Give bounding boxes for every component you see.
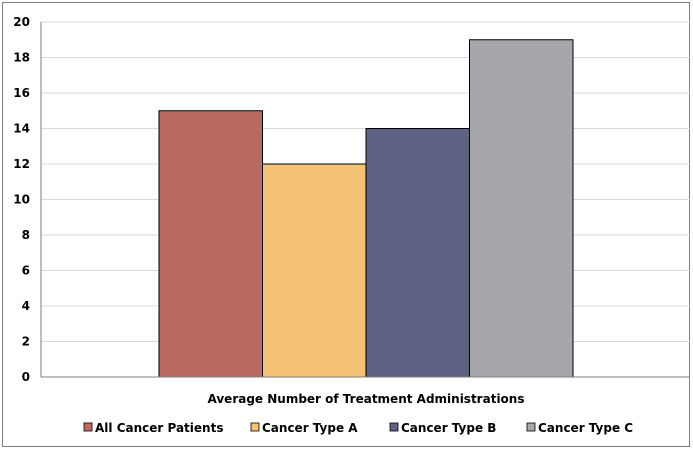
legend-item: All Cancer Patients <box>83 421 223 435</box>
y-tick-label: 4 <box>22 299 30 313</box>
legend-swatch <box>526 422 536 432</box>
y-tick-label: 16 <box>13 86 30 100</box>
legend-label: Cancer Type B <box>401 421 496 435</box>
axes <box>40 22 690 378</box>
legend-swatch <box>389 422 399 432</box>
bars <box>158 39 574 378</box>
y-tick-label: 20 <box>13 15 30 29</box>
y-tick-label: 10 <box>13 193 30 207</box>
y-tick-label: 2 <box>22 335 30 349</box>
bar-cancer-type-c <box>469 39 574 378</box>
bar-cancer-type-a <box>262 163 367 378</box>
legend-item: Cancer Type B <box>389 421 496 435</box>
y-tick-label: 6 <box>22 264 30 278</box>
y-tick-label: 14 <box>13 122 30 136</box>
y-tick-labels: 0 2 4 6 8 10 12 14 16 18 20 <box>13 15 30 384</box>
x-category-label: Average Number of Treatment Administrati… <box>208 392 525 406</box>
legend-swatch <box>83 422 93 432</box>
legend-swatch <box>250 422 260 432</box>
bar-cancer-type-b <box>365 128 470 378</box>
legend-item: Cancer Type C <box>526 421 633 435</box>
gridlines <box>41 21 690 342</box>
legend-item: Cancer Type A <box>250 421 358 435</box>
y-tick-label: 0 <box>22 370 30 384</box>
legend: All Cancer Patients Cancer Type A Cancer T… <box>83 421 633 435</box>
y-tick-label: 8 <box>22 228 30 242</box>
bar-all-cancer-patients <box>158 110 263 378</box>
y-tick-label: 12 <box>13 157 30 171</box>
legend-label: Cancer Type A <box>262 421 358 435</box>
legend-label: All Cancer Patients <box>95 421 223 435</box>
y-tick-label: 18 <box>13 51 30 65</box>
legend-label: Cancer Type C <box>538 421 633 435</box>
